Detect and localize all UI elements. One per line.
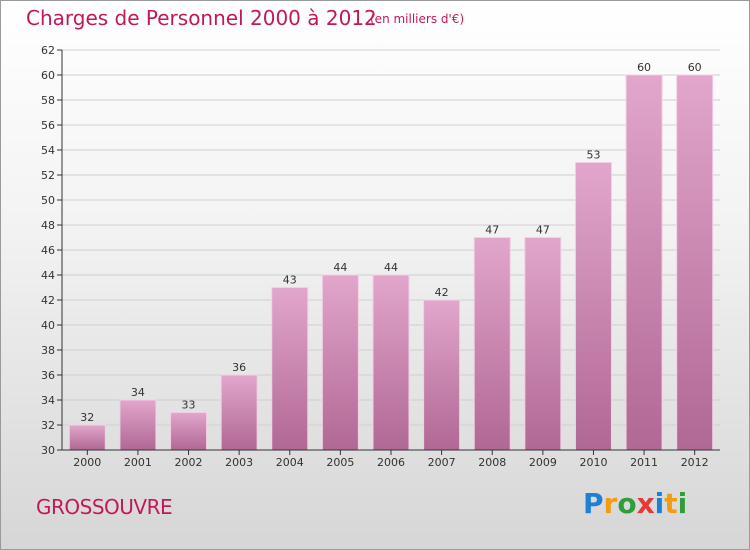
bar (321, 274, 359, 451)
bar-value-label: 44 (384, 261, 398, 274)
bar (676, 74, 714, 451)
y-tick-label: 32 (41, 419, 55, 432)
x-tick-label: 2008 (478, 456, 506, 469)
x-tick-label: 2000 (73, 456, 101, 469)
bar-value-label: 33 (182, 399, 196, 412)
logo-letter: x (636, 487, 655, 520)
y-tick-label: 58 (41, 94, 55, 107)
y-tick-label: 34 (41, 394, 55, 407)
bar-value-label: 36 (232, 361, 246, 374)
proxiti-logo: Proxiti (583, 487, 687, 520)
logo-letter: o (617, 487, 637, 520)
bar-value-label: 42 (435, 286, 449, 299)
bar-value-label: 47 (485, 224, 499, 237)
bar (423, 299, 461, 451)
bar-value-label: 34 (131, 386, 145, 399)
bar-value-label: 47 (536, 224, 550, 237)
bar (68, 424, 106, 451)
y-tick-label: 60 (41, 69, 55, 82)
bar-value-label: 43 (283, 274, 297, 287)
y-tick-label: 40 (41, 319, 55, 332)
x-tick-label: 2009 (529, 456, 557, 469)
chart-subtitle: (en milliers d'€) (370, 12, 465, 26)
y-tick-label: 36 (41, 369, 55, 382)
x-tick-label: 2006 (377, 456, 405, 469)
y-tick-label: 62 (41, 44, 55, 57)
bar (524, 237, 562, 451)
x-tick-label: 2005 (326, 456, 354, 469)
bar (473, 237, 511, 451)
x-tick-label: 2012 (681, 456, 709, 469)
y-tick-label: 42 (41, 294, 55, 307)
bar (220, 374, 258, 451)
x-tick-label: 2007 (428, 456, 456, 469)
y-tick-label: 46 (41, 244, 55, 257)
y-tick-label: 44 (41, 269, 55, 282)
commune-name: GROSSOUVRE (36, 495, 173, 519)
y-tick-label: 30 (41, 444, 55, 457)
logo-letter: t (664, 487, 678, 520)
logo-letter: i (654, 487, 665, 520)
logo-letter: P (583, 487, 604, 520)
logo-letter: r (603, 487, 618, 520)
x-tick-label: 2003 (225, 456, 253, 469)
bar-value-label: 60 (637, 61, 651, 74)
x-tick-label: 2011 (630, 456, 658, 469)
y-tick-label: 54 (41, 144, 55, 157)
x-tick-label: 2004 (276, 456, 304, 469)
y-tick-label: 52 (41, 169, 55, 182)
x-tick-label: 2002 (175, 456, 203, 469)
chart-title: Charges de Personnel 2000 à 2012 (26, 6, 377, 30)
y-tick-label: 56 (41, 119, 55, 132)
y-tick-label: 50 (41, 194, 55, 207)
x-tick-label: 2001 (124, 456, 152, 469)
bar (574, 162, 612, 451)
bar-value-label: 44 (333, 261, 347, 274)
bar (170, 412, 208, 451)
y-tick-label: 48 (41, 219, 55, 232)
bar-value-label: 53 (586, 149, 600, 162)
bar (271, 287, 309, 451)
bar (119, 399, 157, 451)
bar-value-label: 32 (80, 411, 94, 424)
logo-letter: i (677, 487, 688, 520)
bar (625, 74, 663, 451)
y-tick-label: 38 (41, 344, 55, 357)
bar (372, 274, 410, 451)
bar-value-label: 60 (688, 61, 702, 74)
x-tick-label: 2010 (579, 456, 607, 469)
